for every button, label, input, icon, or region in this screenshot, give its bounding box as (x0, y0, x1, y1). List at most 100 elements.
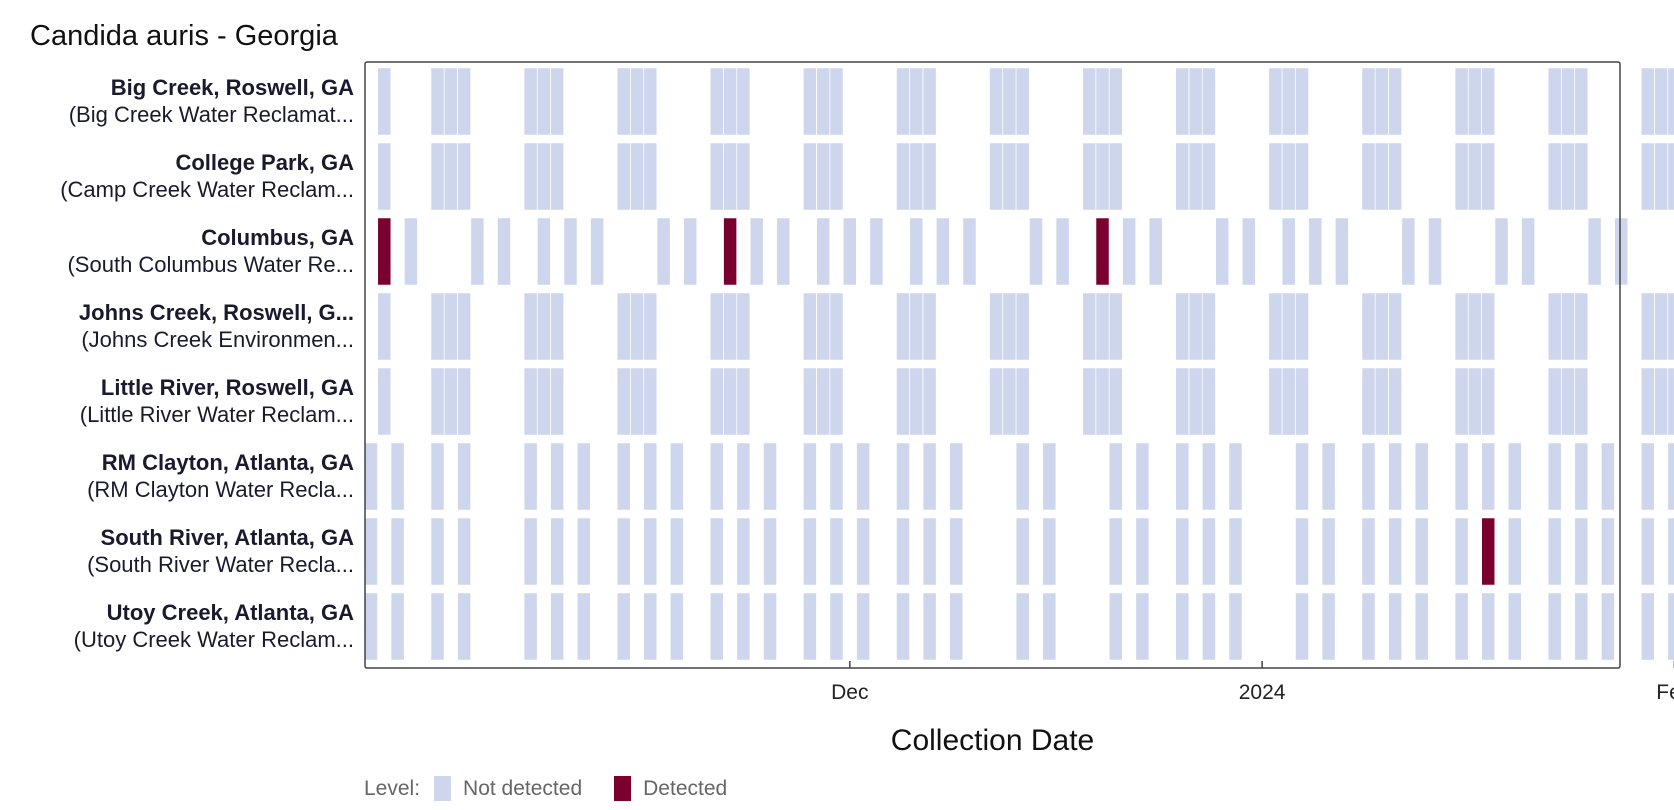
cell-not-detected[interactable] (1003, 293, 1016, 360)
cell-not-detected[interactable] (1641, 518, 1654, 585)
cell-not-detected[interactable] (1389, 143, 1402, 210)
cell-not-detected[interactable] (431, 293, 444, 360)
cell-not-detected[interactable] (990, 293, 1003, 360)
cell-not-detected[interactable] (1016, 143, 1029, 210)
cell-not-detected[interactable] (950, 443, 963, 510)
cell-not-detected[interactable] (1668, 593, 1674, 660)
cell-not-detected[interactable] (737, 68, 750, 135)
cell-not-detected[interactable] (378, 293, 391, 360)
cell-not-detected[interactable] (710, 443, 723, 510)
cell-not-detected[interactable] (1562, 293, 1575, 360)
cell-not-detected[interactable] (537, 68, 550, 135)
cell-not-detected[interactable] (1655, 293, 1668, 360)
cell-not-detected[interactable] (1202, 293, 1215, 360)
cell-not-detected[interactable] (1043, 518, 1056, 585)
cell-not-detected[interactable] (817, 143, 830, 210)
cell-not-detected[interactable] (777, 218, 790, 285)
cell-not-detected[interactable] (644, 518, 657, 585)
cell-not-detected[interactable] (1296, 68, 1309, 135)
cell-not-detected[interactable] (830, 143, 843, 210)
cell-not-detected[interactable] (1455, 368, 1468, 435)
cell-not-detected[interactable] (644, 293, 657, 360)
cell-not-detected[interactable] (1641, 443, 1654, 510)
cell-not-detected[interactable] (1548, 518, 1561, 585)
cell-not-detected[interactable] (710, 368, 723, 435)
cell-not-detected[interactable] (843, 218, 856, 285)
cell-not-detected[interactable] (737, 293, 750, 360)
cell-not-detected[interactable] (1123, 218, 1136, 285)
cell-not-detected[interactable] (1389, 368, 1402, 435)
cell-not-detected[interactable] (990, 143, 1003, 210)
cell-not-detected[interactable] (1282, 368, 1295, 435)
cell-not-detected[interactable] (617, 293, 630, 360)
cell-not-detected[interactable] (1335, 218, 1348, 285)
cell-not-detected[interactable] (897, 68, 910, 135)
cell-not-detected[interactable] (524, 518, 537, 585)
cell-not-detected[interactable] (1269, 368, 1282, 435)
cell-not-detected[interactable] (537, 143, 550, 210)
cell-not-detected[interactable] (1083, 143, 1096, 210)
cell-not-detected[interactable] (617, 143, 630, 210)
cell-not-detected[interactable] (1016, 293, 1029, 360)
cell-not-detected[interactable] (431, 593, 444, 660)
cell-not-detected[interactable] (431, 143, 444, 210)
cell-not-detected[interactable] (1668, 143, 1674, 210)
cell-not-detected[interactable] (1176, 443, 1189, 510)
cell-not-detected[interactable] (923, 593, 936, 660)
cell-not-detected[interactable] (551, 68, 564, 135)
cell-not-detected[interactable] (1362, 143, 1375, 210)
cell-not-detected[interactable] (1136, 593, 1149, 660)
cell-not-detected[interactable] (1482, 368, 1495, 435)
cell-not-detected[interactable] (1415, 593, 1428, 660)
cell-not-detected[interactable] (1149, 218, 1162, 285)
cell-not-detected[interactable] (923, 518, 936, 585)
cell-not-detected[interactable] (1375, 143, 1388, 210)
cell-not-detected[interactable] (1575, 68, 1588, 135)
cell-not-detected[interactable] (1322, 443, 1335, 510)
cell-not-detected[interactable] (644, 68, 657, 135)
cell-not-detected[interactable] (431, 368, 444, 435)
cell-not-detected[interactable] (458, 68, 471, 135)
cell-not-detected[interactable] (631, 143, 644, 210)
cell-not-detected[interactable] (1296, 143, 1309, 210)
cell-not-detected[interactable] (1655, 68, 1668, 135)
cell-not-detected[interactable] (1548, 368, 1561, 435)
cell-not-detected[interactable] (1016, 368, 1029, 435)
cell-not-detected[interactable] (1389, 518, 1402, 585)
cell-not-detected[interactable] (1641, 593, 1654, 660)
cell-not-detected[interactable] (764, 518, 777, 585)
cell-not-detected[interactable] (897, 293, 910, 360)
cell-not-detected[interactable] (537, 293, 550, 360)
cell-not-detected[interactable] (1083, 368, 1096, 435)
cell-not-detected[interactable] (471, 218, 484, 285)
cell-not-detected[interactable] (378, 143, 391, 210)
cell-not-detected[interactable] (1322, 593, 1335, 660)
cell-not-detected[interactable] (577, 518, 590, 585)
cell-not-detected[interactable] (910, 143, 923, 210)
cell-not-detected[interactable] (1136, 518, 1149, 585)
cell-not-detected[interactable] (1003, 143, 1016, 210)
cell-not-detected[interactable] (950, 518, 963, 585)
cell-not-detected[interactable] (1668, 68, 1674, 135)
cell-not-detected[interactable] (1229, 518, 1242, 585)
cell-not-detected[interactable] (803, 68, 816, 135)
cell-not-detected[interactable] (1482, 68, 1495, 135)
cell-not-detected[interactable] (710, 68, 723, 135)
cell-not-detected[interactable] (817, 218, 830, 285)
cell-not-detected[interactable] (710, 518, 723, 585)
cell-not-detected[interactable] (591, 218, 604, 285)
cell-not-detected[interactable] (1229, 593, 1242, 660)
cell-not-detected[interactable] (444, 368, 457, 435)
cell-not-detected[interactable] (830, 293, 843, 360)
cell-not-detected[interactable] (923, 443, 936, 510)
cell-detected[interactable] (1482, 518, 1495, 585)
cell-not-detected[interactable] (1575, 518, 1588, 585)
cell-not-detected[interactable] (1216, 218, 1229, 285)
cell-not-detected[interactable] (1655, 368, 1668, 435)
cell-not-detected[interactable] (537, 218, 550, 285)
cell-not-detected[interactable] (1588, 218, 1601, 285)
cell-not-detected[interactable] (923, 368, 936, 435)
cell-not-detected[interactable] (1296, 593, 1309, 660)
cell-not-detected[interactable] (950, 593, 963, 660)
cell-detected[interactable] (378, 218, 391, 285)
